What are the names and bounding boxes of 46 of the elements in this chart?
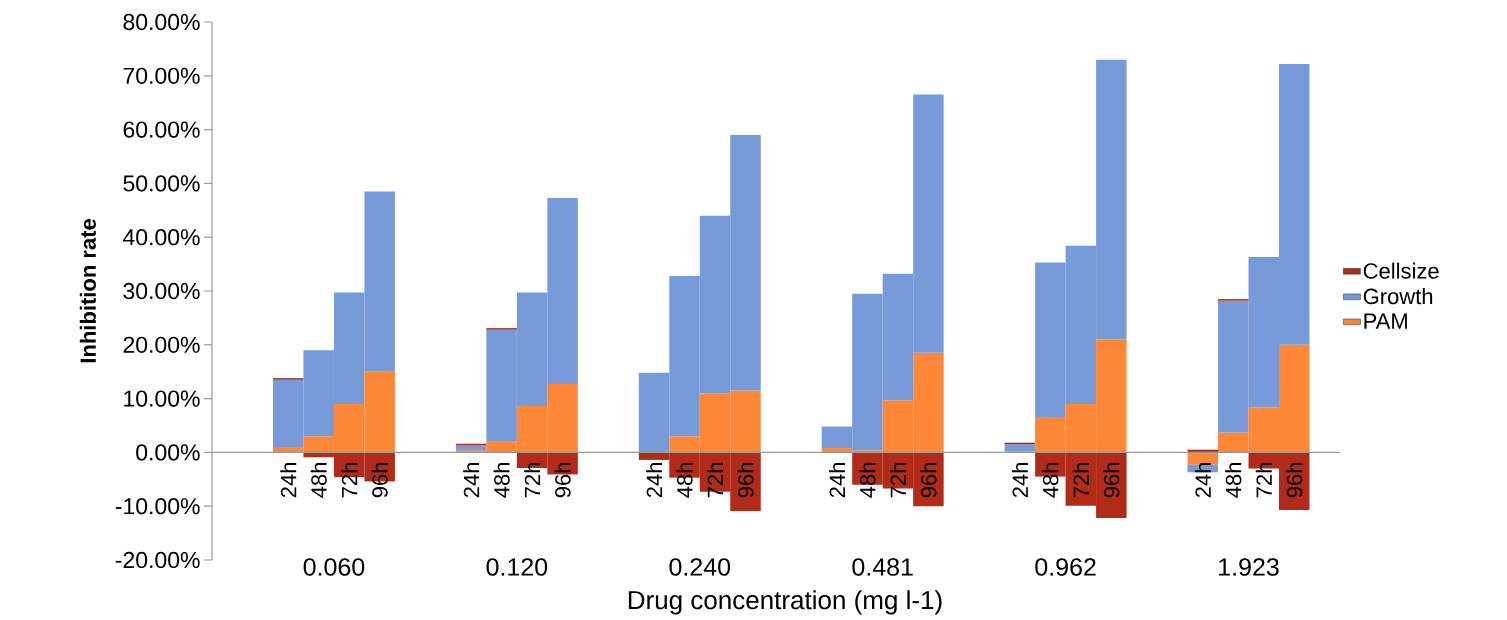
x-axis-title: Drug concentration (mg l-1) xyxy=(628,590,942,615)
y-tick-label: 70.00% xyxy=(123,67,200,84)
x-tick-label: 72h xyxy=(1255,463,1272,498)
y-tick-label: 10.00% xyxy=(124,390,200,407)
x-tick-label: 48h xyxy=(1042,463,1059,498)
x-tick-label: 96h xyxy=(1286,463,1303,498)
y-tick-label: -10.00% xyxy=(115,498,200,515)
x-tick-label: 72h xyxy=(1072,463,1089,498)
y-axis-title: Inhibition rate xyxy=(79,219,96,363)
x-tick-label: 24h xyxy=(463,463,480,498)
x-tick-label: 48h xyxy=(1225,463,1242,498)
x-tick-label: 48h xyxy=(859,463,876,498)
x-tick-label: 48h xyxy=(493,463,510,498)
x-tick-label: 96h xyxy=(920,463,937,498)
annotation: 1.923 xyxy=(1219,558,1279,576)
legend-label: Cellsize xyxy=(1363,262,1439,279)
x-tick-label: 24h xyxy=(280,463,297,498)
annotation: 0.240 xyxy=(669,558,731,576)
annotation: 0.120 xyxy=(486,558,548,576)
x-tick-label: 96h xyxy=(554,463,571,498)
annotation: 0.481 xyxy=(852,558,913,576)
x-tick-label: 72h xyxy=(889,463,906,498)
x-tick-label: 24h xyxy=(1011,463,1028,498)
x-tick-label: 96h xyxy=(737,463,754,498)
x-tick-label: 96h xyxy=(1103,463,1120,498)
annotation: 0.962 xyxy=(1035,558,1096,576)
y-tick-label: 50.00% xyxy=(123,175,200,192)
x-tick-label: 72h xyxy=(707,463,723,498)
x-tick-label: 48h xyxy=(310,463,327,498)
y-tick-label: 80.00% xyxy=(123,13,200,31)
legend-label: Growth xyxy=(1363,288,1433,305)
y-tick-label: 60.00% xyxy=(123,121,200,138)
x-tick-label: 72h xyxy=(524,463,541,498)
x-tick-label: 24h xyxy=(646,463,663,498)
y-tick-label: 40.00% xyxy=(123,229,200,246)
y-tick-label: -20.00% xyxy=(115,551,200,569)
x-tick-label: 48h xyxy=(676,463,693,498)
x-tick-label: 24h xyxy=(828,463,845,498)
x-tick-label: 72h xyxy=(341,463,358,498)
x-tick-label: 24h xyxy=(1194,463,1211,498)
y-tick-label: 30.00% xyxy=(123,282,200,300)
annotation: 0.060 xyxy=(303,558,365,576)
y-tick-label: 20.00% xyxy=(123,336,200,353)
legend-label: PAM xyxy=(1364,313,1407,329)
x-tick-label: 96h xyxy=(371,463,388,498)
y-tick-label: 0.00% xyxy=(136,444,200,461)
